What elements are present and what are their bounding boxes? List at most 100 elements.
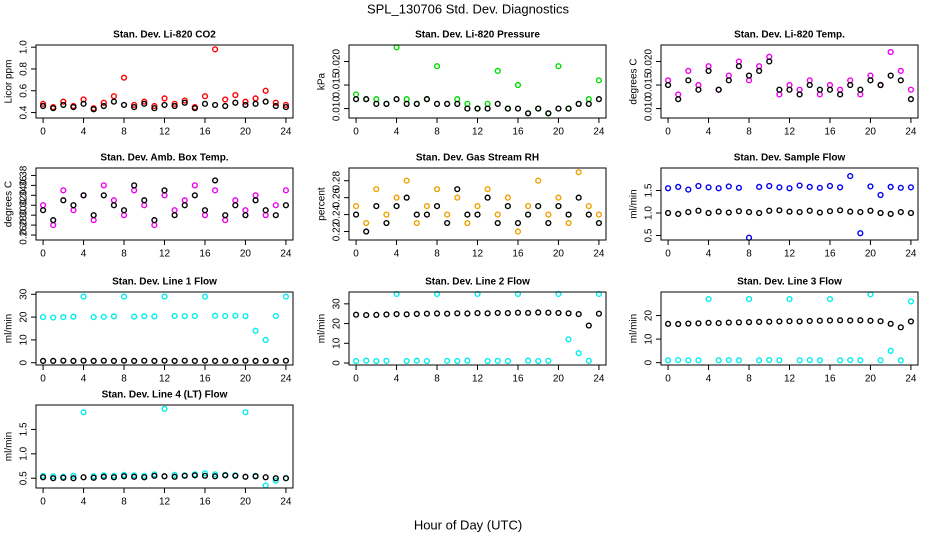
point [514, 309, 522, 316]
point [464, 105, 471, 112]
point [242, 313, 249, 320]
point [695, 320, 702, 327]
plot-frame [660, 291, 919, 366]
point [352, 211, 360, 218]
x-tick-label: 0 [665, 249, 671, 260]
point [282, 475, 290, 482]
point [413, 100, 420, 107]
x-axis-label: Hour of Day (UTC) [414, 517, 522, 532]
x-tick-label: 4 [394, 249, 400, 260]
x-tick-label: 12 [472, 374, 484, 385]
point [595, 77, 603, 84]
x-tick-label: 12 [784, 374, 796, 385]
x-tick-label: 24 [905, 127, 917, 138]
point [756, 357, 763, 364]
point [766, 182, 773, 190]
point [685, 320, 692, 327]
point [504, 194, 511, 201]
point [171, 212, 178, 219]
y-tick-label: 0.30 [19, 205, 30, 225]
point [171, 473, 178, 480]
x-tick-label: 8 [746, 127, 752, 138]
point [141, 100, 148, 107]
panel-title: Stan. Dev. Li-820 Temp. [734, 30, 845, 41]
point [120, 473, 128, 480]
point [786, 86, 793, 93]
point [282, 293, 290, 300]
point [141, 98, 148, 105]
point [745, 209, 753, 216]
point [887, 320, 894, 327]
point [504, 105, 511, 112]
point [545, 309, 552, 316]
point [50, 314, 57, 321]
point [433, 203, 441, 210]
point [877, 191, 884, 199]
point [675, 320, 682, 328]
y-tick-label: 0.4 [19, 105, 30, 119]
point [393, 310, 400, 318]
point [373, 203, 380, 210]
y-tick-label: 0.5 [644, 228, 655, 242]
point [494, 219, 501, 227]
point [201, 293, 209, 300]
point [806, 81, 813, 89]
y-axis-label: percent [317, 187, 328, 221]
point [201, 470, 209, 477]
point [131, 313, 138, 320]
point [897, 184, 904, 191]
y-tick-label: 0.28 [19, 215, 30, 235]
point [836, 207, 844, 214]
point [181, 472, 188, 479]
point [715, 86, 722, 93]
x-tick-label: 24 [280, 249, 292, 260]
point [110, 202, 118, 209]
point [545, 110, 552, 117]
point [887, 210, 894, 218]
point [120, 207, 128, 214]
point [575, 169, 582, 176]
point [90, 217, 97, 224]
point [423, 310, 431, 317]
point [756, 183, 763, 191]
point [282, 101, 290, 109]
y-axis-label: ml/min [4, 432, 15, 461]
x-tick-label: 0 [665, 127, 671, 138]
x-tick-label: 20 [553, 374, 565, 385]
point [877, 318, 884, 325]
x-tick-label: 4 [394, 127, 400, 138]
point [444, 211, 451, 218]
x-tick-label: 16 [199, 127, 211, 138]
point [847, 208, 854, 215]
point [90, 357, 97, 364]
y-tick-label: 1.0 [19, 40, 30, 54]
point [232, 197, 239, 204]
x-tick-label: 4 [81, 374, 87, 385]
plot-frame [35, 44, 294, 119]
point [745, 72, 753, 79]
x-tick-label: 20 [240, 497, 252, 508]
point [100, 99, 107, 106]
point [575, 100, 582, 107]
x-tick-label: 12 [472, 249, 484, 260]
x-tick-label: 12 [159, 374, 171, 385]
y-tick-label: 1.5 [644, 183, 655, 197]
point [161, 101, 168, 109]
point [514, 219, 522, 227]
point [454, 100, 461, 107]
point [595, 219, 603, 227]
point [836, 317, 844, 324]
point [444, 310, 451, 317]
point [141, 313, 148, 320]
y-tick-label: 0.015 [644, 72, 655, 97]
x-tick-label: 20 [865, 374, 877, 385]
point [141, 474, 148, 481]
x-tick-label: 20 [865, 127, 877, 138]
page-title: SPL_130706 Std. Dev. Diagnostics [367, 1, 570, 16]
y-tick-label: 30 [332, 298, 343, 310]
plot-frame [35, 167, 294, 241]
y-tick-label: 0.26 [332, 187, 343, 207]
point [735, 184, 743, 191]
x-tick-label: 12 [784, 249, 796, 260]
point [433, 186, 441, 193]
